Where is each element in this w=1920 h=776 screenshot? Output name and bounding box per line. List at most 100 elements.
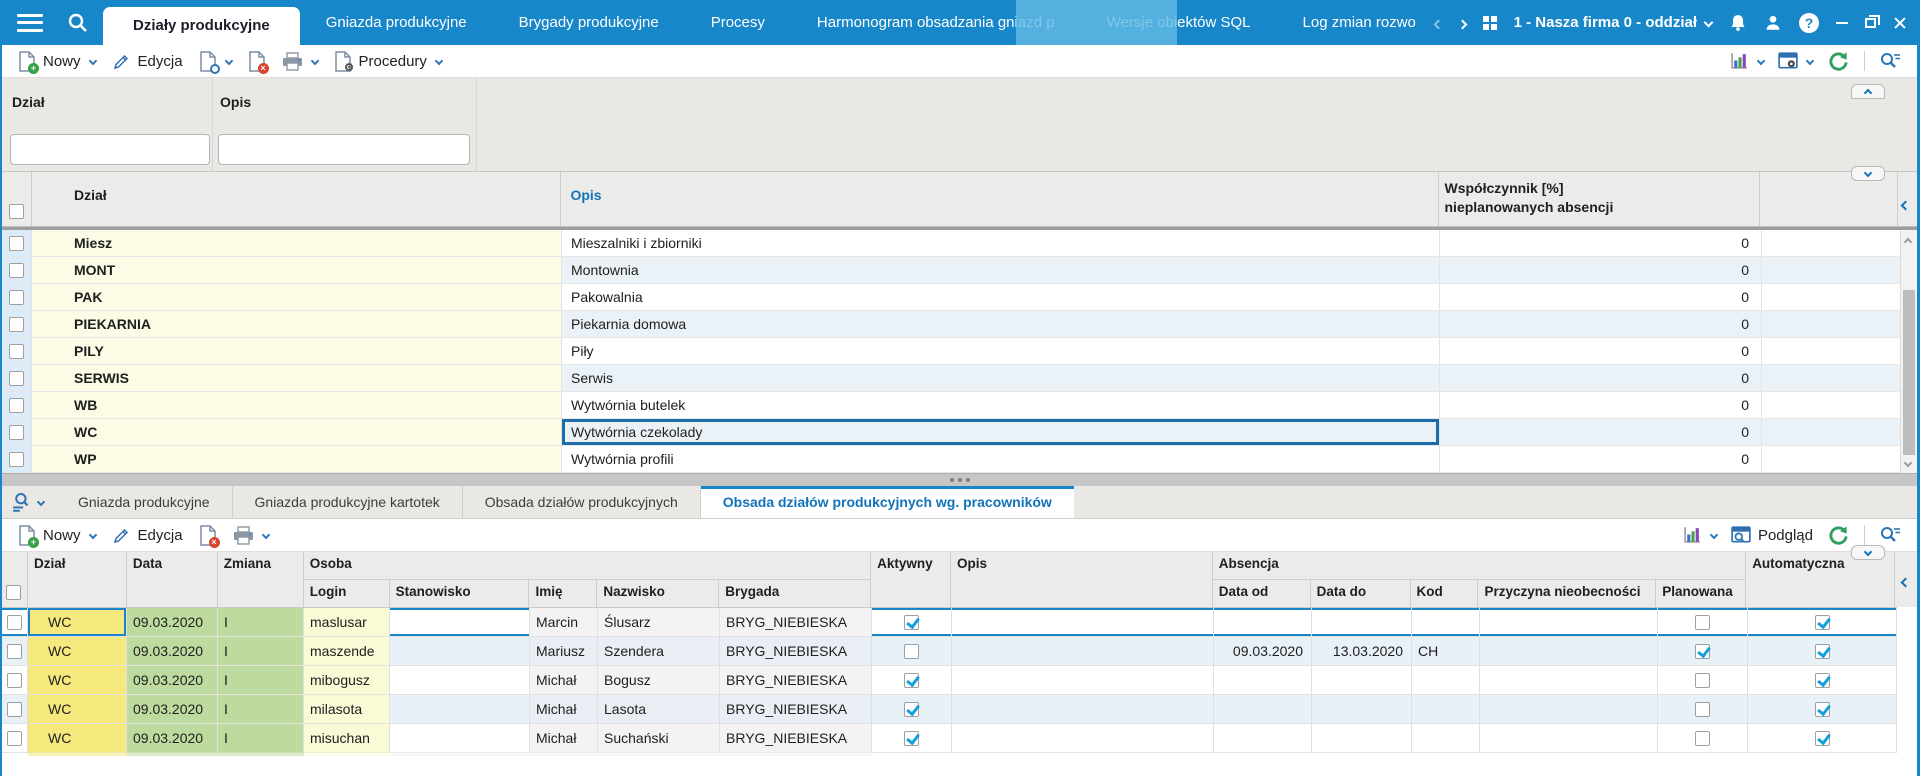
row-select-cell[interactable] xyxy=(2,230,32,256)
cell-stanowisko[interactable] xyxy=(390,724,530,752)
cell-data[interactable]: 09.03.2020 xyxy=(127,637,218,665)
tabs-scroll-right-icon[interactable] xyxy=(1457,15,1468,31)
refresh-icon[interactable] xyxy=(1827,50,1850,73)
cell-opis[interactable] xyxy=(952,666,1214,694)
bottom-panel-tab[interactable]: Gniazda produkcyjne xyxy=(56,486,233,518)
row-select-cell[interactable] xyxy=(2,446,32,472)
search-icon[interactable] xyxy=(67,12,89,34)
scroll-down-icon[interactable] xyxy=(1903,453,1913,469)
cell-data-do[interactable] xyxy=(1312,666,1412,694)
select-all-checkbox[interactable] xyxy=(9,204,24,219)
user-profile-icon[interactable] xyxy=(1764,14,1782,32)
aktywny-checkbox[interactable] xyxy=(904,614,919,630)
preview-button[interactable]: Podgląd xyxy=(1731,526,1813,544)
header-login[interactable]: Login xyxy=(304,580,390,607)
bottom-grid-row[interactable]: WC 09.03.2020 I mibogusz Michał Bogusz B… xyxy=(2,666,1897,695)
cell-wspolczynnik[interactable]: 0 xyxy=(1440,365,1762,391)
hamburger-menu-icon[interactable] xyxy=(17,13,43,32)
collapse-filter-up-button[interactable] xyxy=(1851,84,1885,99)
cell-przyczyna[interactable] xyxy=(1480,724,1658,752)
cell-wspolczynnik[interactable]: 0 xyxy=(1440,446,1762,472)
automatyczna-checkbox[interactable] xyxy=(1814,701,1830,717)
cell-dzial[interactable]: WC xyxy=(28,666,127,694)
top-tab[interactable]: Brygady produkcyjne xyxy=(518,14,659,31)
cell-planowana[interactable] xyxy=(1658,695,1748,723)
cell-przyczyna[interactable] xyxy=(1480,637,1658,665)
advanced-search-icon[interactable] xyxy=(1879,525,1901,545)
main-grid-row[interactable]: MONT Montownia 0 xyxy=(2,257,1900,284)
cell-dzial[interactable]: WC xyxy=(28,637,127,665)
cell-data-od[interactable]: 09.03.2020 xyxy=(1214,637,1312,665)
cell-planowana[interactable] xyxy=(1658,637,1748,665)
cell-data-do[interactable]: 13.03.2020 xyxy=(1312,637,1412,665)
cell-dzial[interactable]: PIEKARNIA xyxy=(32,311,562,337)
cell-nazwisko[interactable]: Szendera xyxy=(598,637,720,665)
select-all-checkbox[interactable] xyxy=(6,584,21,600)
cell-brygada[interactable]: BRYG_NIEBIESKA xyxy=(720,724,872,752)
new-button[interactable]: + Nowy xyxy=(18,524,97,548)
edit-button[interactable]: Edycja xyxy=(112,526,183,545)
top-tab[interactable]: Gniazda produkcyjne xyxy=(325,14,467,31)
planowana-checkbox[interactable] xyxy=(1695,730,1710,746)
print-button[interactable] xyxy=(282,51,319,71)
cell-opis[interactable]: Serwis xyxy=(562,365,1440,391)
delete-button[interactable]: × xyxy=(248,50,269,74)
aktywny-checkbox[interactable] xyxy=(904,643,919,659)
header-opis[interactable]: Opis xyxy=(951,552,1213,580)
cell-brygada[interactable]: BRYG_NIEBIESKA xyxy=(720,608,872,636)
cell-dzial[interactable]: WB xyxy=(32,392,562,418)
delete-button[interactable]: × xyxy=(199,524,220,548)
bottom-grid-row[interactable]: WC 09.03.2020 I maslusar Marcin Ślusarz … xyxy=(2,608,1897,637)
cell-opis[interactable]: Wytwórnia butelek xyxy=(562,392,1440,418)
header-data[interactable]: Data xyxy=(127,552,218,580)
row-checkbox[interactable] xyxy=(9,235,24,251)
apps-grid-icon[interactable] xyxy=(1482,15,1497,30)
cell-data[interactable]: 09.03.2020 xyxy=(127,608,218,636)
row-select-cell[interactable] xyxy=(2,311,32,337)
cell-przyczyna[interactable] xyxy=(1480,666,1658,694)
header-zmiana[interactable]: Zmiana xyxy=(218,552,304,580)
main-grid-row[interactable]: WB Wytwórnia butelek 0 xyxy=(2,392,1900,419)
cell-login[interactable]: maszende xyxy=(304,637,390,665)
window-minimize-button[interactable] xyxy=(1836,21,1848,24)
cell-kod[interactable] xyxy=(1412,695,1480,723)
header-stanowisko[interactable]: Stanowisko xyxy=(390,580,530,607)
bottom-grid-row[interactable]: WC 09.03.2020 I milasota Michał Lasota B… xyxy=(2,695,1897,724)
bottom-grid-row[interactable]: WC 09.03.2020 I misuchan Michał Suchańsk… xyxy=(2,724,1897,753)
bottom-grid-row[interactable]: WC 09.03.2020 I maszende Mariusz Szender… xyxy=(2,637,1897,666)
row-checkbox[interactable] xyxy=(9,289,24,305)
row-checkbox[interactable] xyxy=(9,262,24,278)
cell-planowana[interactable] xyxy=(1658,666,1748,694)
cell-zmiana[interactable]: I xyxy=(218,637,304,665)
select-all-header-cell[interactable] xyxy=(2,172,32,226)
cell-opis[interactable]: Piły xyxy=(562,338,1440,364)
row-checkbox[interactable] xyxy=(9,424,24,440)
cell-dzial[interactable]: WC xyxy=(32,419,562,445)
cell-dzial[interactable]: Miesz xyxy=(32,230,562,256)
header-brygada[interactable]: Brygada xyxy=(719,580,872,607)
cell-aktywny[interactable] xyxy=(872,695,952,723)
row-checkbox[interactable] xyxy=(7,643,22,659)
cell-automatyczna[interactable] xyxy=(1748,724,1897,752)
cell-imie[interactable]: Michał xyxy=(530,666,598,694)
cell-login[interactable]: maslusar xyxy=(304,608,390,636)
aktywny-checkbox[interactable] xyxy=(904,730,919,746)
cell-data-od[interactable] xyxy=(1214,724,1312,752)
cell-opis[interactable] xyxy=(952,695,1214,723)
notifications-bell-icon[interactable] xyxy=(1729,14,1747,32)
filter-dzial-input[interactable] xyxy=(10,134,210,165)
cell-dzial[interactable]: WC xyxy=(28,608,127,636)
scroll-up-icon[interactable] xyxy=(1903,232,1913,248)
cell-data-do[interactable] xyxy=(1312,724,1412,752)
cell-imie[interactable]: Mariusz xyxy=(530,637,598,665)
cell-stanowisko[interactable] xyxy=(390,666,530,694)
cell-zmiana[interactable]: I xyxy=(218,666,304,694)
main-grid-row[interactable]: SERWIS Serwis 0 xyxy=(2,365,1900,392)
top-tab[interactable]: Procesy xyxy=(710,14,765,31)
edit-button[interactable]: Edycja xyxy=(112,52,183,71)
row-select-cell[interactable] xyxy=(2,338,32,364)
automatyczna-checkbox[interactable] xyxy=(1814,614,1830,630)
automatyczna-checkbox[interactable] xyxy=(1814,672,1830,688)
refresh-icon[interactable] xyxy=(1827,524,1850,547)
grid-settings-button[interactable] xyxy=(1778,52,1815,70)
